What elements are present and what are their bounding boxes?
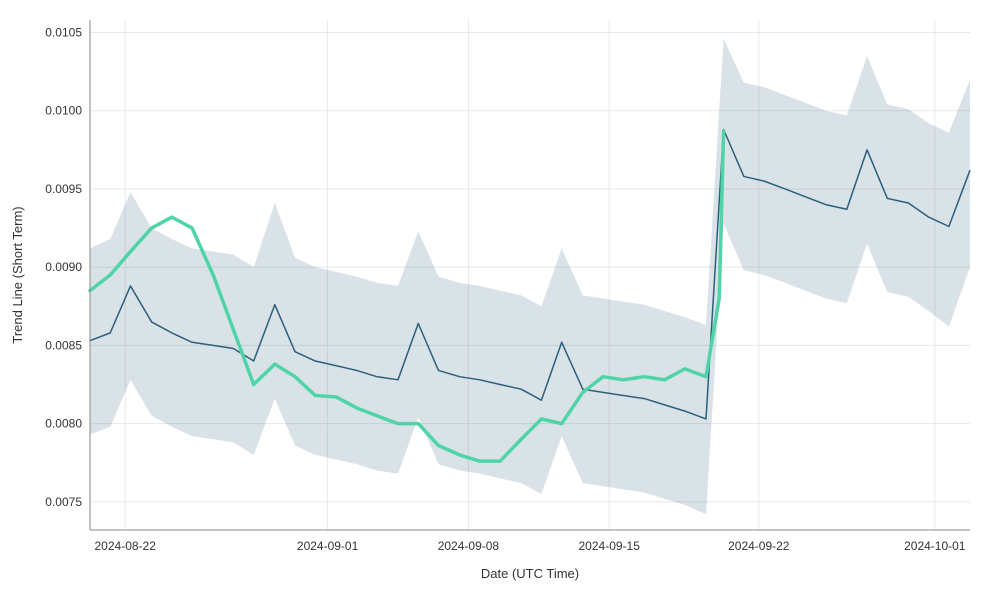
y-tick-label: 0.0095 — [45, 182, 82, 196]
x-tick-label: 2024-09-15 — [579, 539, 641, 553]
y-tick-label: 0.0100 — [45, 104, 82, 118]
y-tick-label: 0.0080 — [45, 417, 82, 431]
chart-container: 0.0075 0.0080 0.0085 0.0090 0.0095 0.0100 0.01… — [0, 0, 1000, 600]
x-axis-label: Date (UTC Time) — [481, 566, 579, 581]
x-tick-label: 2024-10-01 — [904, 539, 966, 553]
x-tick-label: 2024-08-22 — [95, 539, 157, 553]
y-axis-label: Trend Line (Short Term) — [10, 206, 25, 343]
y-tick-label: 0.0090 — [45, 260, 82, 274]
x-tick-label: 2024-09-22 — [728, 539, 790, 553]
trend-line-chart: 0.0075 0.0080 0.0085 0.0090 0.0095 0.0100 0.01… — [0, 0, 1000, 600]
confidence-band — [90, 39, 970, 515]
y-tick-label: 0.0075 — [45, 495, 82, 509]
x-tick-label: 2024-09-08 — [438, 539, 500, 553]
y-tick-label: 0.0105 — [45, 26, 82, 40]
y-tick-label: 0.0085 — [45, 338, 82, 352]
x-tick-label: 2024-09-01 — [297, 539, 359, 553]
